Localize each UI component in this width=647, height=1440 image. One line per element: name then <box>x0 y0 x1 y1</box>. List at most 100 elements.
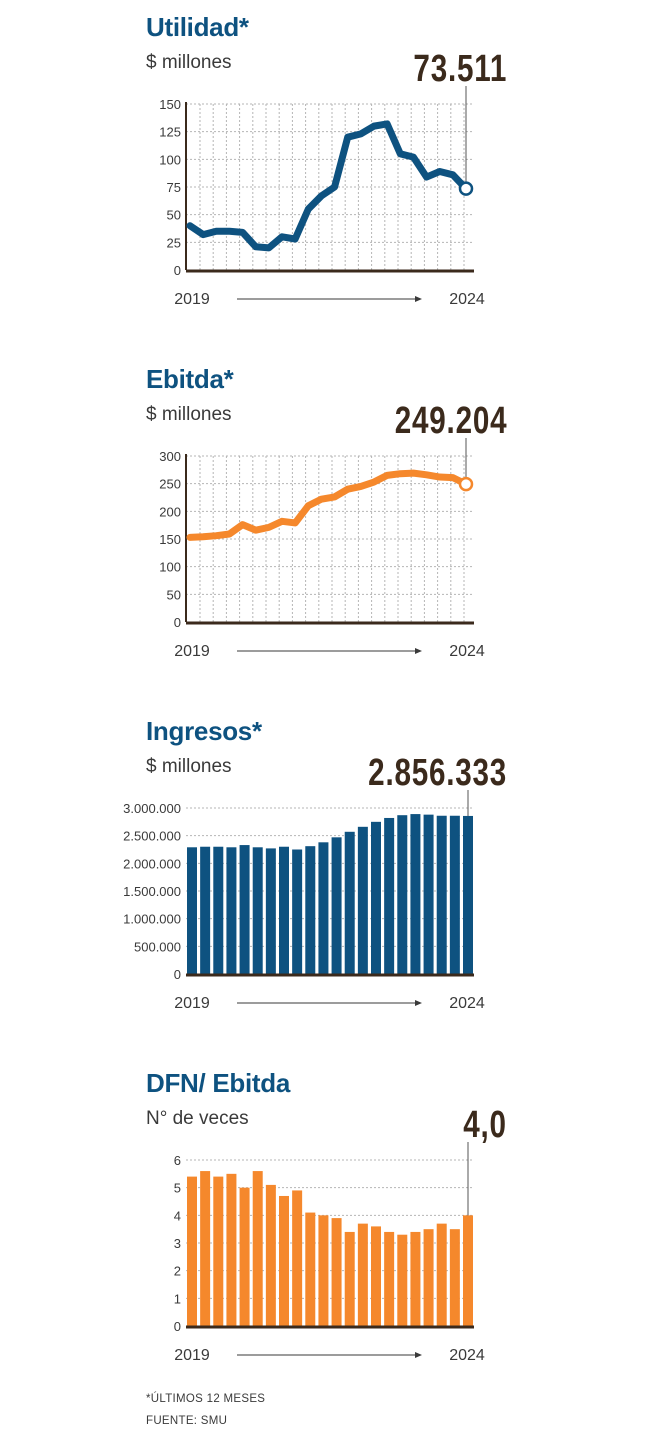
bar <box>384 817 395 974</box>
bar <box>344 1231 355 1326</box>
chart-subtitle: $ millones <box>146 756 232 777</box>
last-point-marker <box>458 476 474 492</box>
chart-dfn-ebitda: 0 1 2 3 4 5 6 2019 2024 DFN/ Ebitda N° de veces … <box>0 1056 647 1396</box>
x-start-label: 2019 <box>174 643 210 660</box>
x-start-label: 2019 <box>174 1347 210 1364</box>
y-tick-label: 1.500.000 <box>123 884 181 899</box>
y-tick-label: 50 <box>167 587 181 602</box>
y-tick-label: 250 <box>159 477 181 492</box>
plot-ebitda: 0 50 100 150 200 250 300 2019 2024 <box>159 438 485 660</box>
x-end-label: 2024 <box>449 643 485 660</box>
bar <box>200 1171 211 1326</box>
chart-utilidad: 0 25 50 75 100 125 150 2019 2024 Utilidad* $ mil… <box>0 0 647 340</box>
x-start-label: 2019 <box>174 291 210 308</box>
y-tick-label: 5 <box>174 1181 181 1196</box>
bar <box>279 846 289 974</box>
highlight-value: 73.511 <box>413 48 507 90</box>
chart-ingresos: 0 500.000 1.000.000 1.500.000 2.000.000 2.500… <box>0 704 647 1044</box>
y-tick-label: 100 <box>159 152 181 167</box>
y-tick-label: 75 <box>167 180 181 195</box>
bar <box>252 847 263 974</box>
y-tick-label: 2 <box>174 1264 181 1279</box>
bar <box>463 1215 473 1326</box>
y-tick-label: 1 <box>174 1291 181 1306</box>
y-tick-label: 4 <box>174 1208 181 1223</box>
y-tick-label: 2.500.000 <box>123 829 181 844</box>
series-line <box>186 120 470 252</box>
y-tick-label: 3 <box>174 1236 181 1251</box>
y-tick-label: 0 <box>174 263 181 278</box>
y-tick-label: 300 <box>159 449 181 464</box>
y-tick-label: 150 <box>159 97 181 112</box>
chart-title: Utilidad* <box>146 12 249 42</box>
bar <box>410 1231 421 1326</box>
y-tick-label: 150 <box>159 532 181 547</box>
series-line <box>186 469 470 541</box>
bar <box>331 1218 342 1326</box>
footnote: *ÚLTIMOS 12 MESES <box>146 1393 266 1405</box>
bar <box>410 814 421 974</box>
highlight-value: 4,0 <box>463 1104 507 1146</box>
y-tick-label: 6 <box>174 1153 181 1168</box>
bar <box>463 815 473 974</box>
x-end-label: 2024 <box>449 995 485 1012</box>
bar <box>279 1195 289 1326</box>
bar <box>200 846 211 974</box>
chart-title: DFN/ Ebitda <box>146 1068 291 1098</box>
last-point-marker <box>458 181 474 196</box>
x-start-label: 2019 <box>174 995 210 1012</box>
bar <box>213 1176 224 1326</box>
bar <box>436 1223 447 1326</box>
bar <box>265 848 276 974</box>
y-tick-label: 200 <box>159 504 181 519</box>
y-tick-label: 3.000.000 <box>123 801 181 816</box>
bar <box>344 831 355 974</box>
bar <box>384 1231 395 1326</box>
bar <box>226 1173 237 1326</box>
bar <box>357 1223 368 1326</box>
chart-subtitle: $ millones <box>146 52 232 73</box>
y-tick-label: 0 <box>174 1319 181 1334</box>
bar <box>292 849 303 974</box>
bar <box>187 1176 197 1326</box>
bar <box>436 815 447 974</box>
highlight-value: 249.204 <box>394 400 507 442</box>
highlight-value: 2.856.333 <box>368 752 507 794</box>
arrow-right-icon <box>415 1352 422 1358</box>
bar <box>305 1212 316 1326</box>
bar <box>397 815 408 974</box>
arrow-right-icon <box>415 648 422 654</box>
source: FUENTE: SMU <box>146 1415 228 1427</box>
bar <box>213 846 224 974</box>
bar <box>239 845 250 974</box>
y-tick-label: 2.000.000 <box>123 856 181 871</box>
chart-title: Ebitda* <box>146 364 234 394</box>
y-tick-label: 0 <box>174 615 181 630</box>
chart-title: Ingresos* <box>146 716 262 746</box>
bar <box>252 1171 263 1326</box>
plot-utilidad: 0 25 50 75 100 125 150 2019 2024 <box>159 86 485 308</box>
bar <box>371 1226 381 1326</box>
bar <box>397 1234 408 1326</box>
arrow-right-icon <box>415 1000 422 1006</box>
y-tick-label: 0 <box>174 967 181 982</box>
y-tick-label: 25 <box>167 235 181 250</box>
bar <box>449 815 460 974</box>
bar <box>357 826 368 974</box>
bar <box>265 1184 276 1326</box>
bar <box>305 846 316 974</box>
x-end-label: 2024 <box>449 1347 485 1364</box>
bar <box>423 1229 434 1326</box>
y-tick-label: 500.000 <box>134 939 181 954</box>
y-tick-label: 50 <box>167 208 181 223</box>
bar <box>239 1187 250 1326</box>
bar <box>292 1190 303 1326</box>
x-end-label: 2024 <box>449 291 485 308</box>
bar <box>187 847 197 974</box>
plot-dfn-ebitda: 0 1 2 3 4 5 6 2019 2024 <box>174 1142 485 1364</box>
arrow-right-icon <box>415 296 422 302</box>
bar <box>449 1229 460 1326</box>
bar <box>318 842 329 974</box>
y-tick-label: 125 <box>159 125 181 140</box>
y-tick-label: 100 <box>159 560 181 575</box>
